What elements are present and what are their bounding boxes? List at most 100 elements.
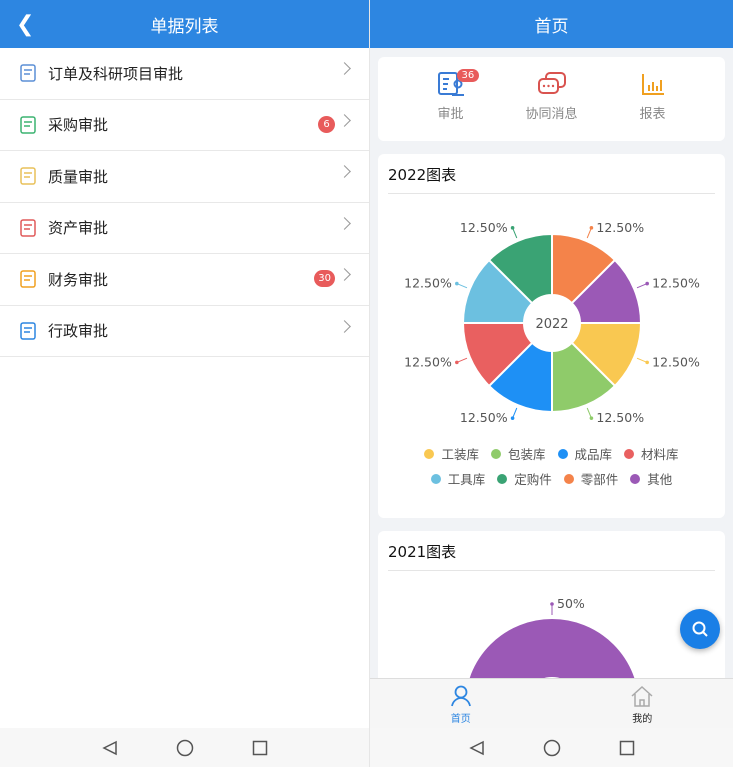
nav-recents-icon[interactable] xyxy=(619,740,635,756)
money-hand-icon xyxy=(20,322,36,340)
chevron-right-icon xyxy=(338,268,351,281)
label-leader xyxy=(586,227,592,239)
finance-icon xyxy=(20,270,36,288)
data-label: 12.50% xyxy=(652,354,700,369)
legend-label: 其他 xyxy=(647,472,673,487)
list-item[interactable]: 财务审批 30 xyxy=(0,254,369,306)
data-label: 12.50% xyxy=(596,410,644,425)
list-item-label: 订单及科研项目审批 xyxy=(48,64,184,83)
data-label: 12.50% xyxy=(404,276,452,291)
list-item[interactable]: 订单及科研项目审批 xyxy=(0,48,369,100)
tab-bar: 首页 我的 xyxy=(370,678,733,728)
pie-slice[interactable] xyxy=(487,232,553,305)
home-icon xyxy=(631,685,653,707)
data-label: 12.50% xyxy=(460,220,508,235)
legend-swatch xyxy=(624,448,635,459)
tab-mine[interactable]: 我的 xyxy=(552,679,733,728)
list-item-label: 财务审批 xyxy=(48,270,109,289)
legend-swatch xyxy=(563,473,574,484)
list-item-label: 采购审批 xyxy=(48,116,109,135)
count-badge: 6 xyxy=(318,115,335,133)
nav-back-icon[interactable] xyxy=(468,740,485,756)
chevron-right-icon xyxy=(338,62,351,75)
list-item[interactable]: 资产审批 xyxy=(0,203,369,254)
quick-approval[interactable]: 36 审批 xyxy=(411,69,491,141)
quick-label: 报表 xyxy=(639,107,666,122)
label-dot xyxy=(455,360,459,365)
label-dot xyxy=(510,226,515,230)
label-dot xyxy=(645,281,649,286)
legend-item[interactable]: 工装库 xyxy=(424,444,479,463)
data-label: 12.50% xyxy=(596,220,644,235)
legend-item[interactable]: 定购件 xyxy=(497,469,552,488)
quick-label: 审批 xyxy=(437,107,464,122)
label-dot xyxy=(510,416,515,420)
pie-chart-2022: 12.50% 12.50% 12.50% 12.50% 12.50% 12.50% 12.5… xyxy=(404,220,700,425)
quick-report[interactable]: 报表 xyxy=(613,71,693,141)
count-badge: 30 xyxy=(314,270,335,287)
chevron-right-icon xyxy=(338,216,351,230)
page-title: 首页 xyxy=(534,16,569,37)
legend-label: 成品库 xyxy=(574,447,613,462)
chart-title: 2021图表 xyxy=(388,531,715,571)
quick-actions: 36 审批 协同消息 报表 xyxy=(378,57,725,141)
legend-item[interactable]: 其他 xyxy=(630,469,672,488)
quick-messages[interactable]: 协同消息 xyxy=(512,71,592,141)
legend-swatch xyxy=(557,448,568,459)
approval-badge: 36 xyxy=(456,69,480,82)
legend-label: 零部件 xyxy=(580,472,619,487)
legend-item[interactable]: 工具库 xyxy=(430,469,485,488)
approval-icon xyxy=(437,72,464,96)
legend-swatch xyxy=(497,473,508,484)
document-icon xyxy=(20,64,36,82)
header: 首页 xyxy=(370,0,733,48)
data-label: 12.50% xyxy=(404,354,452,369)
legend-swatch xyxy=(630,473,641,484)
data-label: 12.50% xyxy=(460,410,508,425)
data-label: 50% xyxy=(557,596,585,611)
chart-card-2022: 2022图表 12.50% 12.50% 12.50% 12.50% 12.50% 12.… xyxy=(378,154,725,518)
divider xyxy=(369,0,370,767)
page-title: 单据列表 xyxy=(150,16,219,37)
nav-back-icon[interactable] xyxy=(101,740,118,756)
label-dot xyxy=(645,360,649,365)
legend-swatch xyxy=(430,473,441,484)
center-label: 2022 xyxy=(535,317,568,332)
legend-item[interactable]: 材料库 xyxy=(624,444,679,463)
label-leader xyxy=(586,407,592,419)
label-leader xyxy=(512,407,518,419)
nav-recents-icon[interactable] xyxy=(252,740,268,756)
list-item[interactable]: 采购审批 6 xyxy=(0,100,369,151)
chevron-right-icon xyxy=(338,319,351,333)
back-icon[interactable]: ❮ xyxy=(16,12,35,37)
nav-home-icon[interactable] xyxy=(543,739,561,757)
list-item[interactable]: 行政审批 xyxy=(0,306,369,357)
chart-legend: 工装库 包装库 成品库 材料库工具库 定购件 零部件 其他 xyxy=(402,444,702,488)
chevron-right-icon xyxy=(338,113,351,127)
list-item[interactable]: 质量审批 xyxy=(0,151,369,203)
label-dot xyxy=(589,416,594,420)
legend-item[interactable]: 成品库 xyxy=(557,444,613,463)
legend-item[interactable]: 零部件 xyxy=(563,469,619,488)
certificate-icon xyxy=(20,219,36,237)
chart-title: 2022图表 xyxy=(388,154,715,194)
label-leader xyxy=(512,227,518,239)
header: ❮ 单据列表 xyxy=(0,0,369,48)
search-icon xyxy=(692,621,708,637)
quick-label: 协同消息 xyxy=(525,107,578,122)
nav-home-icon[interactable] xyxy=(176,739,194,757)
left-screen: ❮ 单据列表 订单及科研项目审批 采购审批 6 质量审批 资产审批 财务审批 3… xyxy=(0,0,369,757)
label-dot xyxy=(589,226,594,230)
user-icon xyxy=(450,685,471,707)
legend-swatch xyxy=(490,448,501,459)
list-item-label: 质量审批 xyxy=(48,167,109,186)
search-button[interactable] xyxy=(680,609,720,649)
legend-item[interactable]: 包装库 xyxy=(490,444,546,463)
approval-list: 订单及科研项目审批 采购审批 6 质量审批 资产审批 财务审批 30 行政审批 xyxy=(0,48,369,357)
legend-label: 定购件 xyxy=(514,472,552,487)
right-screen: 首页 36 审批 协同消息 报表 2022图表 12.50% 12.50% 12.5… xyxy=(370,0,733,767)
legend-swatch xyxy=(424,448,435,459)
list-item-label: 资产审批 xyxy=(48,219,109,238)
data-label: 12.50% xyxy=(652,276,700,291)
tab-home[interactable]: 首页 xyxy=(370,679,552,728)
